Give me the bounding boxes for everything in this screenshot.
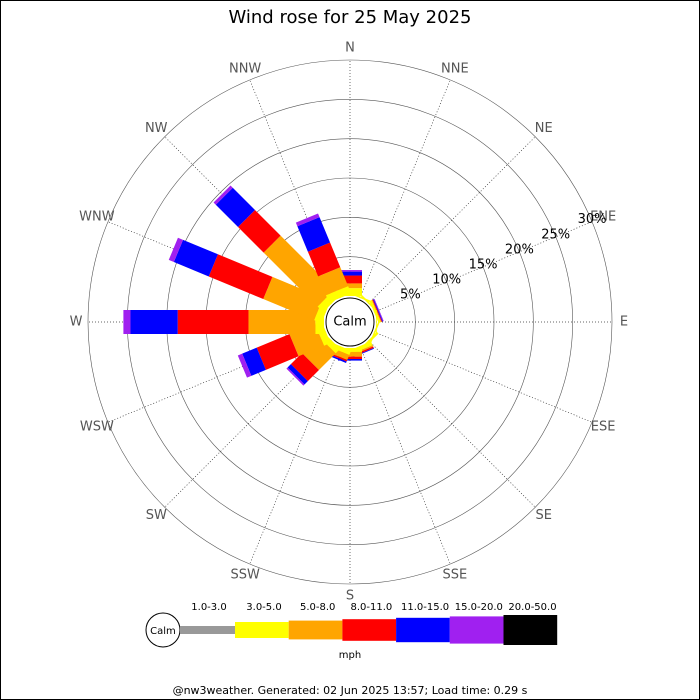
grid-ring xyxy=(87,59,613,585)
direction-label: NW xyxy=(145,121,168,136)
spoke xyxy=(249,345,341,565)
legend-swatch xyxy=(396,617,450,643)
spoke xyxy=(373,331,593,423)
bar-segment xyxy=(168,237,184,263)
r-tick-label: 25% xyxy=(541,227,570,242)
direction-label: SW xyxy=(146,508,167,523)
bar-segment xyxy=(295,213,320,227)
legend-swatch xyxy=(180,626,235,634)
bar-segment xyxy=(338,351,362,357)
legend-label: 20.0-50.0 xyxy=(508,602,556,613)
bar-segment xyxy=(242,347,266,376)
spoke xyxy=(368,136,536,304)
bar-segment xyxy=(325,286,352,303)
bar-segment xyxy=(263,276,324,321)
legend-unit: mph xyxy=(339,650,361,661)
bar-segment xyxy=(177,310,249,334)
bar-segment xyxy=(286,367,305,386)
legend-swatch xyxy=(449,616,504,644)
bar-segment xyxy=(237,353,252,378)
bar-segment xyxy=(338,270,362,272)
r-tick-label: 30% xyxy=(578,212,607,227)
legend-swatch xyxy=(503,615,558,645)
bar-segment xyxy=(248,310,316,334)
r-tick-label: 20% xyxy=(505,242,534,257)
bar-segment xyxy=(256,334,299,370)
spoke xyxy=(368,340,536,508)
legend-swatch xyxy=(235,622,289,638)
direction-label: WSW xyxy=(80,419,114,434)
direction-label: SSE xyxy=(442,568,467,583)
bar-segment xyxy=(287,364,308,385)
bar-segment xyxy=(372,299,383,322)
direction-label: W xyxy=(70,315,83,330)
footer: @nw3weather. Generated: 02 Jun 2025 13:5… xyxy=(173,684,528,697)
legend-swatch xyxy=(288,620,343,640)
r-tick-label: 15% xyxy=(469,257,498,272)
bar-segment xyxy=(213,185,233,205)
direction-label: NNE xyxy=(441,61,469,76)
legend-label: 15.0-20.0 xyxy=(455,602,503,613)
direction-label: WNW xyxy=(79,210,115,225)
bar-segment xyxy=(173,239,218,277)
bar-segment xyxy=(263,235,335,307)
bar-segment xyxy=(307,242,341,277)
direction-label: ENE xyxy=(590,210,616,225)
legend-label: 11.0-15.0 xyxy=(401,602,449,613)
direction-label: ESE xyxy=(591,419,616,434)
legend-label: 3.0-5.0 xyxy=(246,602,281,613)
direction-label: NE xyxy=(535,121,553,136)
legend-label: 8.0-11.0 xyxy=(351,602,393,613)
calm-circle xyxy=(325,297,375,347)
legend-label: 5.0-8.0 xyxy=(300,602,335,613)
legend-label: 1.0-3.0 xyxy=(191,602,226,613)
bar-segment xyxy=(130,310,178,334)
bar-segment xyxy=(373,299,383,322)
direction-label: N xyxy=(345,41,355,56)
bar-segment xyxy=(338,275,362,284)
direction-label: SE xyxy=(536,508,552,523)
bar-segment xyxy=(338,271,362,276)
spoke xyxy=(359,345,451,565)
spoke xyxy=(359,79,451,299)
bar-segment xyxy=(215,187,255,227)
bar-segment xyxy=(338,348,362,352)
direction-label: SSW xyxy=(230,568,260,583)
legend-swatch xyxy=(342,619,397,641)
bar-segment xyxy=(297,217,331,252)
bar-segment xyxy=(318,267,349,296)
bar-segment xyxy=(373,298,384,322)
spoke xyxy=(373,221,593,313)
bar-segment xyxy=(338,356,362,360)
bar-segment xyxy=(123,310,131,334)
r-tick-label: 5% xyxy=(400,287,421,302)
bar-segment xyxy=(290,353,319,382)
direction-label: E xyxy=(620,315,628,330)
direction-label: S xyxy=(346,589,354,604)
chart-title: Wind rose for 25 May 2025 xyxy=(229,7,472,28)
bar-segment xyxy=(369,300,381,324)
r-tick-label: 10% xyxy=(432,272,461,287)
bar-segment xyxy=(208,254,273,300)
calm-label: Calm xyxy=(333,315,366,330)
direction-label: NNW xyxy=(229,61,261,76)
bar-segment xyxy=(338,359,362,361)
legend-calm-label: Calm xyxy=(150,626,176,637)
bar-segment xyxy=(238,210,281,253)
bar-segment xyxy=(338,283,362,289)
